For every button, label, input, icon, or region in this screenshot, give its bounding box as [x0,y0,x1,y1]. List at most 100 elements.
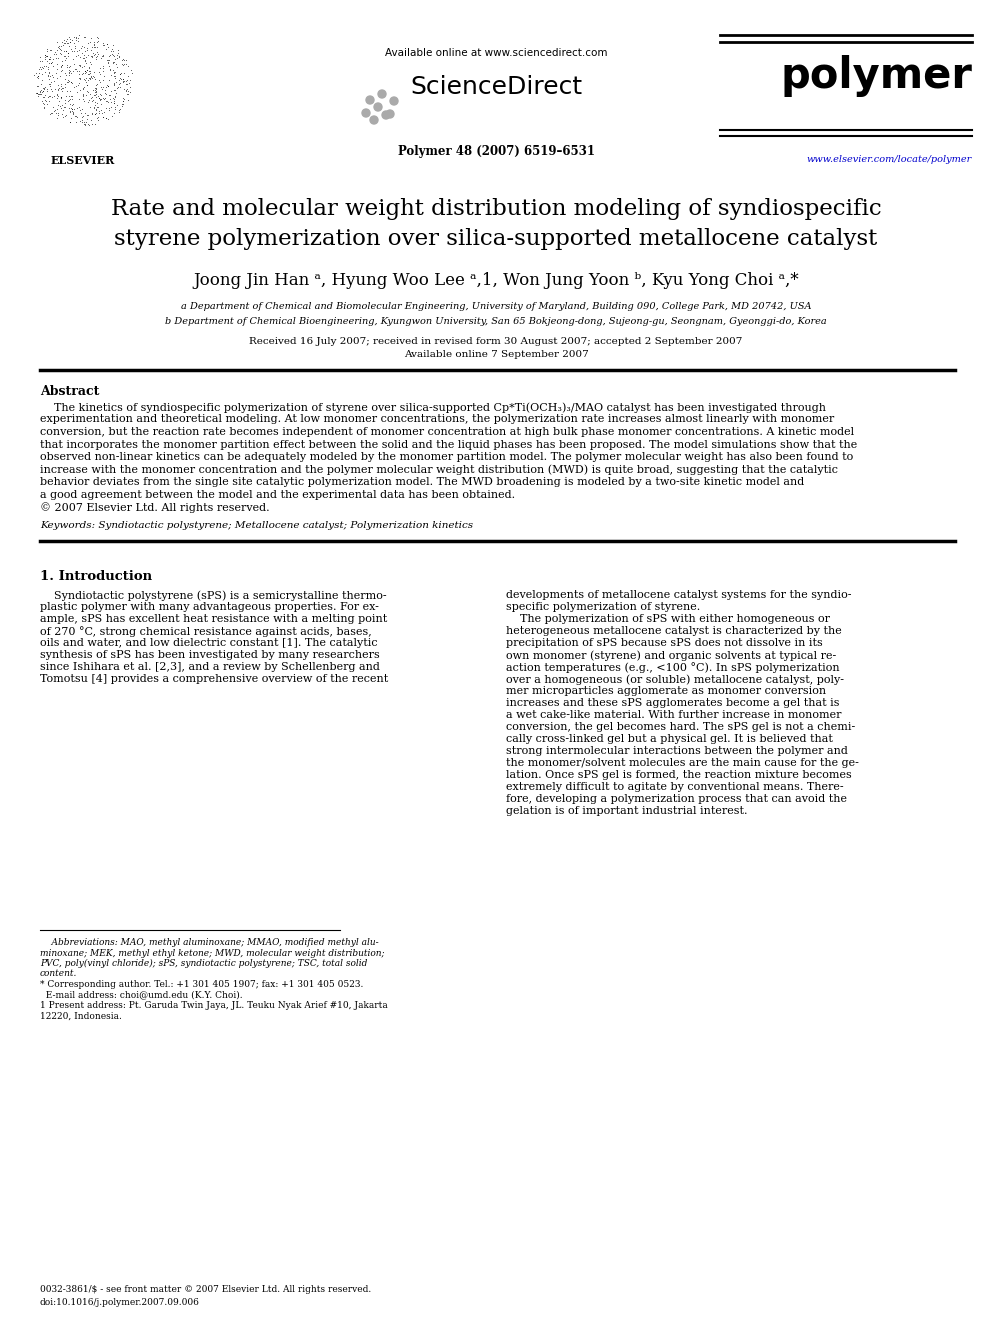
Text: Available online 7 September 2007: Available online 7 September 2007 [404,351,588,359]
Point [77,40,93,61]
Point [32,81,48,102]
Point [48,78,63,99]
Point [37,56,53,77]
Text: * Corresponding author. Tel.: +1 301 405 1907; fax: +1 301 405 0523.: * Corresponding author. Tel.: +1 301 405… [40,980,363,990]
Point [94,32,110,53]
Point [57,32,72,53]
Point [89,108,105,130]
Text: increase with the monomer concentration and the polymer molecular weight distrib: increase with the monomer concentration … [40,464,838,475]
Point [106,103,122,124]
Point [85,42,101,64]
Point [85,65,101,86]
Point [111,46,127,67]
Point [56,78,71,99]
Point [60,46,75,67]
Point [83,103,99,124]
Point [64,41,80,62]
Point [107,67,123,89]
Point [57,41,72,62]
Point [105,41,121,62]
Point [74,36,90,57]
Point [62,101,78,122]
Point [101,69,117,90]
Point [71,64,87,85]
Point [122,82,138,103]
Point [106,62,122,83]
Point [53,40,68,61]
Point [106,73,122,94]
Text: synthesis of sPS has been investigated by many researchers: synthesis of sPS has been investigated b… [40,651,380,660]
Point [61,60,76,81]
Point [41,61,57,82]
Point [75,48,91,69]
Point [86,103,102,124]
Point [81,90,97,111]
Point [71,79,87,101]
Point [111,45,127,66]
Point [92,58,108,79]
Point [53,95,68,116]
Text: content.: content. [40,970,77,979]
Point [97,107,113,128]
Point [49,40,64,61]
Point [114,93,130,114]
Point [89,36,105,57]
Point [80,114,96,135]
Text: Abstract: Abstract [40,385,99,398]
Point [35,78,51,99]
Point [72,56,88,77]
Point [37,45,53,66]
Point [80,57,96,78]
Point [98,91,114,112]
Point [83,103,99,124]
Point [70,30,86,52]
Point [28,82,44,103]
Point [100,75,116,97]
Text: Received 16 July 2007; received in revised form 30 August 2007; accepted 2 Septe: Received 16 July 2007; received in revis… [249,337,743,347]
Point [39,50,55,71]
Point [88,81,104,102]
Point [79,60,95,81]
Point [112,73,128,94]
Point [48,62,63,83]
Point [50,95,65,116]
Point [41,58,57,79]
Point [75,26,91,48]
Point [68,29,84,50]
Point [69,98,85,119]
Point [93,85,109,106]
Point [116,70,132,91]
Point [54,86,69,107]
Point [50,67,65,89]
Circle shape [362,108,370,116]
Point [62,85,77,106]
Point [107,86,123,107]
Point [33,46,49,67]
Point [106,61,122,82]
Text: a Department of Chemical and Biomolecular Engineering, University of Maryland, B: a Department of Chemical and Biomolecula… [181,302,811,311]
Point [68,28,84,49]
Point [55,54,70,75]
Point [37,77,53,98]
Point [62,81,78,102]
Point [64,102,80,123]
Point [89,28,105,49]
Point [75,36,91,57]
Point [34,73,50,94]
Point [116,53,132,74]
Point [59,57,74,78]
Point [116,62,132,83]
Text: Available online at www.sciencedirect.com: Available online at www.sciencedirect.co… [385,48,607,58]
Point [112,67,128,89]
Point [37,79,53,101]
Point [116,49,132,70]
Point [50,98,65,119]
Point [64,101,80,122]
Text: b Department of Chemical Bioengineering, Kyungwon University, San 65 Bokjeong-do: b Department of Chemical Bioengineering,… [165,318,827,325]
Point [45,79,61,101]
Point [77,102,93,123]
Text: Syndiotactic polystyrene (sPS) is a semicrystalline thermo-: Syndiotactic polystyrene (sPS) is a semi… [40,590,387,601]
Point [58,65,73,86]
Point [107,86,123,107]
Point [36,97,52,118]
